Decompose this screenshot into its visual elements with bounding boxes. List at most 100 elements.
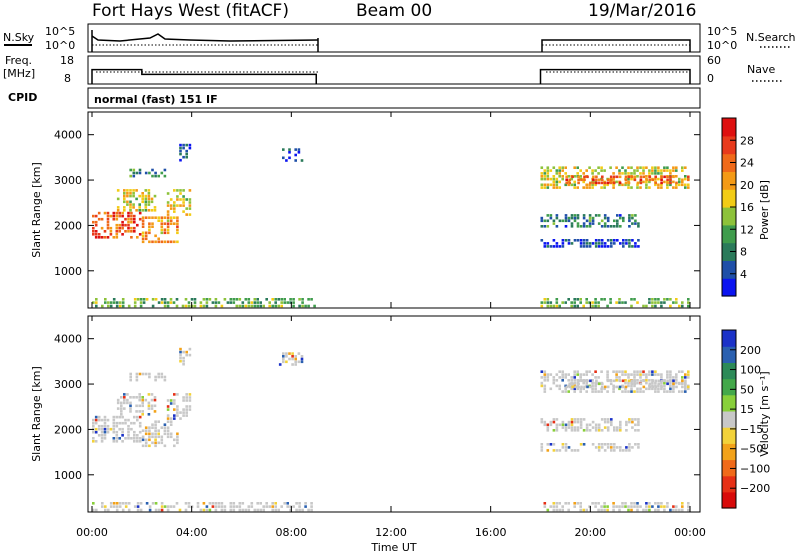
data-cell (573, 502, 576, 505)
data-cell (310, 508, 313, 512)
data-cell (555, 186, 559, 189)
data-cell (103, 434, 107, 437)
data-cell (144, 438, 148, 442)
data-cell (672, 390, 675, 393)
data-cell (141, 404, 144, 408)
data-cell (639, 166, 642, 169)
data-cell (567, 379, 570, 382)
data-cell (297, 148, 301, 151)
data-cell (97, 233, 101, 236)
data-cell (188, 347, 192, 351)
data-cell (540, 172, 544, 175)
data-cell (112, 440, 116, 443)
data-cell (100, 418, 104, 422)
data-cell (660, 181, 663, 185)
data-cell (672, 169, 675, 172)
data-cell (654, 373, 657, 376)
data-cell (185, 143, 188, 147)
data-cell (637, 420, 640, 424)
data-cell (645, 304, 648, 308)
data-cell (636, 186, 639, 189)
data-cell (169, 399, 173, 402)
data-cell (639, 505, 642, 508)
data-cell (136, 223, 139, 227)
data-cell (633, 502, 636, 505)
data-cell (166, 304, 170, 308)
data-cell (121, 233, 124, 236)
data-cell (291, 352, 294, 355)
data-cell (132, 171, 136, 175)
data-cell (555, 505, 559, 508)
data-cell (141, 197, 144, 201)
data-cell (660, 381, 663, 385)
data-cell (220, 505, 224, 508)
data-cell (124, 437, 127, 440)
data-cell (101, 505, 104, 508)
data-cell (564, 373, 567, 376)
data-cell (298, 508, 301, 512)
data-cell (627, 373, 630, 376)
data-cell (672, 385, 675, 389)
data-cell (138, 421, 142, 425)
data-cell (144, 426, 148, 429)
data-cell (567, 420, 571, 424)
data-cell (154, 502, 158, 505)
data-cell (546, 301, 550, 304)
data-cell (606, 420, 610, 424)
data-cell (103, 421, 107, 425)
data-cell (606, 390, 609, 393)
data-cell (612, 505, 615, 508)
data-cell (546, 169, 550, 172)
data-cell (564, 166, 567, 169)
data-cell (130, 217, 133, 221)
y-tick-label: 2000 (54, 219, 82, 232)
data-cell (313, 304, 316, 308)
data-cell (540, 216, 544, 220)
data-cell (663, 508, 666, 512)
data-cell (561, 166, 564, 169)
data-cell (642, 169, 645, 172)
data-cell (654, 175, 657, 179)
data-cell (585, 239, 589, 242)
data-cell (112, 214, 116, 218)
data-cell (182, 362, 185, 366)
freq-panel: Freq. [MHz] 18 8 60 0 Nave (3, 54, 782, 85)
data-cell (609, 301, 612, 304)
data-cell (220, 304, 224, 308)
data-cell (157, 441, 160, 445)
data-cell (687, 387, 690, 391)
data-cell (154, 171, 157, 175)
data-cell (579, 301, 582, 304)
data-cell (600, 429, 604, 432)
data-cell (540, 166, 544, 169)
velocity-y-axis-label: Slant Range [km] (30, 366, 43, 462)
data-cell (600, 225, 604, 228)
data-cell (660, 376, 663, 379)
data-cell (579, 242, 583, 245)
data-cell (288, 156, 291, 160)
data-cell (585, 381, 588, 385)
data-cell (187, 301, 191, 304)
data-cell (112, 505, 116, 508)
data-cell (654, 172, 657, 175)
data-cell (558, 175, 561, 178)
data-cell (94, 230, 98, 233)
data-cell (568, 181, 571, 185)
data-cell (561, 242, 565, 245)
data-cell (609, 379, 613, 383)
data-cell (182, 143, 185, 147)
data-cell (160, 298, 164, 301)
data-cell (576, 239, 580, 242)
data-cell (663, 390, 666, 393)
data-cell (630, 505, 633, 508)
data-cell (564, 239, 568, 242)
data-cell (274, 505, 277, 508)
data-cell (247, 505, 251, 508)
data-cell (141, 237, 145, 241)
data-cell (103, 437, 107, 440)
data-cell (576, 426, 580, 429)
data-cell (144, 200, 148, 204)
data-cell (597, 426, 601, 429)
data-cell (585, 183, 588, 187)
data-cell (549, 169, 553, 172)
